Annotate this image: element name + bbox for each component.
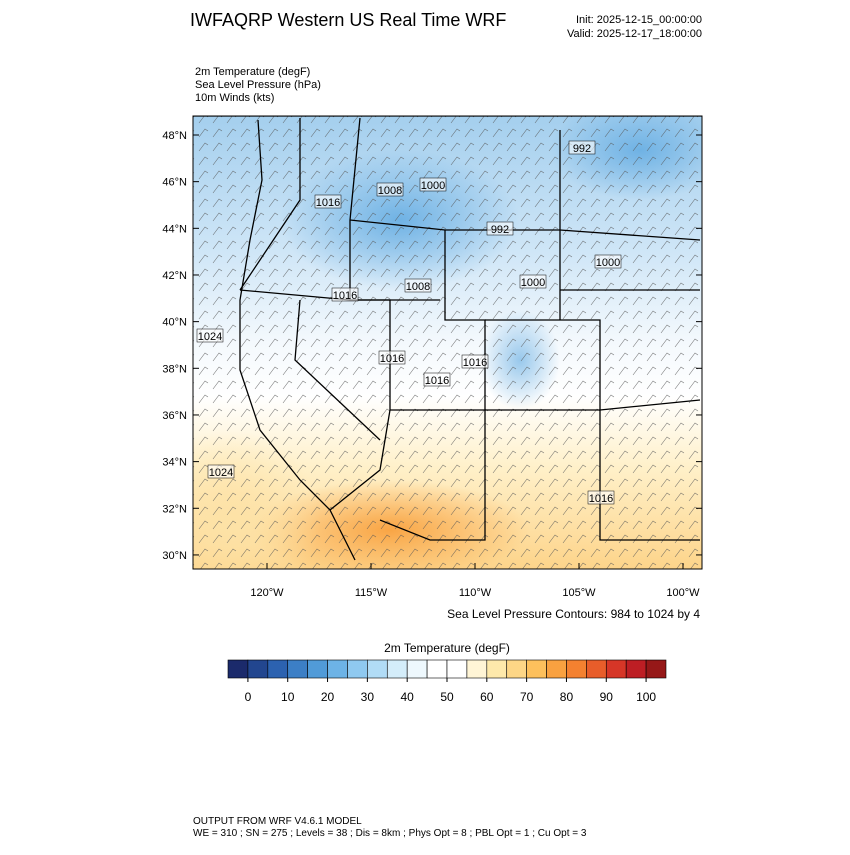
contour-label-box bbox=[378, 350, 406, 365]
contour-label-box bbox=[207, 464, 235, 479]
colorbar-box bbox=[267, 659, 289, 679]
contour-label: 992 bbox=[491, 224, 509, 236]
contour-label: 1016 bbox=[463, 357, 487, 369]
contour-label-box bbox=[594, 254, 622, 269]
contour-label-box bbox=[587, 490, 615, 505]
contour-note: Sea Level Pressure Contours: 984 to 1024… bbox=[447, 607, 700, 621]
colorbar-box bbox=[605, 659, 627, 679]
contour-label-box bbox=[376, 182, 404, 197]
lat-tick-label: 46°N bbox=[162, 177, 187, 189]
title: IWFAQRP Western US Real Time WRF bbox=[190, 10, 506, 30]
contour-label-box bbox=[331, 287, 359, 302]
colorbar-box bbox=[386, 659, 408, 679]
lon-tick-label: 100°W bbox=[666, 587, 700, 599]
lon-tick-label: 110°W bbox=[459, 587, 492, 599]
wind-barbs bbox=[193, 116, 702, 569]
lat-tick-label: 44°N bbox=[162, 223, 187, 235]
lat-tick-label: 36°N bbox=[162, 410, 187, 422]
contour-label: 1000 bbox=[596, 257, 620, 269]
field-label: Sea Level Pressure (hPa) bbox=[195, 79, 321, 91]
colorbar-tick-label: 10 bbox=[281, 690, 295, 704]
contour-label: 1016 bbox=[316, 197, 340, 209]
colorbar-box bbox=[486, 659, 508, 679]
contour-label: 1008 bbox=[406, 281, 430, 293]
colorbar-box bbox=[426, 659, 448, 679]
colorbar-box bbox=[586, 659, 607, 679]
contour-label: 1024 bbox=[209, 467, 233, 479]
lat-tick-label: 30°N bbox=[162, 550, 187, 562]
colorbar-tick-label: 90 bbox=[600, 690, 614, 704]
map-frame bbox=[192, 115, 703, 570]
lon-tick-label: 105°W bbox=[562, 587, 596, 599]
colorbar-box bbox=[247, 659, 269, 679]
colorbar-tick-label: 60 bbox=[480, 690, 494, 704]
colorbar-box bbox=[625, 659, 647, 679]
contour-label: 1016 bbox=[589, 493, 613, 505]
contour-label: 1016 bbox=[425, 375, 449, 387]
lat-tick-label: 32°N bbox=[162, 503, 187, 515]
colorbar-tick-label: 30 bbox=[361, 690, 375, 704]
contour-label-box bbox=[461, 354, 489, 369]
colorbar-box bbox=[347, 659, 368, 679]
contour-label: 1024 bbox=[198, 331, 222, 343]
colorbar-box bbox=[367, 659, 388, 679]
contour-label-box bbox=[196, 328, 224, 343]
colorbar-box bbox=[287, 659, 308, 679]
lat-tick-label: 40°N bbox=[162, 317, 187, 329]
colorbar-box bbox=[526, 659, 547, 679]
lat-tick-label: 42°N bbox=[162, 270, 187, 282]
lat-tick-label: 34°N bbox=[162, 457, 187, 469]
colorbar-tick-label: 20 bbox=[321, 690, 335, 704]
field-label: 10m Winds (kts) bbox=[195, 92, 274, 104]
colorbar-tick-label: 50 bbox=[440, 690, 454, 704]
colorbar-tick-label: 80 bbox=[560, 690, 574, 704]
contour-label: 1008 bbox=[378, 185, 402, 197]
colorbar-box bbox=[446, 659, 468, 679]
valid-time: Valid: 2025-12-17_18:00:00 bbox=[567, 28, 702, 40]
lon-tick-label: 120°W bbox=[250, 587, 284, 599]
colorbar-tick-label: 40 bbox=[401, 690, 415, 704]
colorbar-tick-label: 100 bbox=[636, 690, 656, 704]
colorbar-box bbox=[546, 659, 567, 679]
contour-label-box bbox=[314, 194, 342, 209]
contour-label: 1016 bbox=[333, 290, 357, 302]
colorbar-tick-label: 0 bbox=[245, 690, 252, 704]
footer-line: OUTPUT FROM WRF V4.6.1 MODEL bbox=[193, 816, 362, 827]
init-time: Init: 2025-12-15_00:00:00 bbox=[576, 14, 702, 26]
colorbar-tick-label: 70 bbox=[520, 690, 534, 704]
contour-label: 1016 bbox=[380, 353, 404, 365]
colorbar-box bbox=[506, 659, 527, 679]
contour-label-box bbox=[486, 221, 514, 236]
contour-label-box bbox=[519, 274, 547, 289]
contour-label-box bbox=[568, 140, 596, 155]
colorbar-box bbox=[227, 659, 249, 679]
colorbar-box bbox=[327, 659, 348, 679]
lat-tick-label: 38°N bbox=[162, 363, 187, 375]
lon-tick-label: 115°W bbox=[355, 587, 388, 599]
contour-label-box bbox=[419, 177, 447, 192]
footer-line: WE = 310 ; SN = 275 ; Levels = 38 ; Dis … bbox=[193, 828, 587, 839]
colorbar-box bbox=[566, 659, 587, 679]
contour-label: 992 bbox=[573, 143, 591, 155]
colorbar-title: 2m Temperature (degF) bbox=[384, 641, 510, 655]
colorbar-box bbox=[466, 659, 488, 679]
colorbar-box bbox=[406, 659, 428, 679]
contour-label: 1000 bbox=[421, 180, 445, 192]
colorbar-box bbox=[645, 659, 667, 679]
map-field bbox=[193, 116, 702, 569]
contour-label-box bbox=[404, 278, 432, 293]
field-label: 2m Temperature (degF) bbox=[195, 66, 310, 78]
colorbar-box bbox=[307, 659, 328, 679]
contour-label: 1000 bbox=[521, 277, 545, 289]
contour-label-box bbox=[423, 372, 451, 387]
lat-tick-label: 48°N bbox=[162, 130, 187, 142]
